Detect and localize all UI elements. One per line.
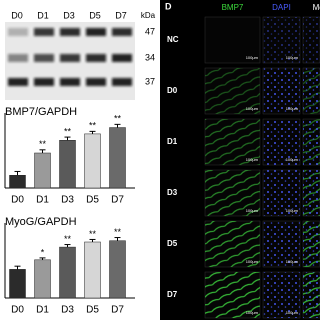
- scale-label: 100μm: [286, 157, 299, 162]
- chart-title: MyoG/GAPDH: [5, 216, 77, 228]
- blot-band: [60, 78, 80, 86]
- column-label: DAPI: [272, 3, 291, 12]
- column-label: Mer: [313, 3, 320, 12]
- band-size: 37: [145, 76, 155, 86]
- nuclei-signal: [263, 170, 300, 216]
- nuclei-signal: [303, 17, 320, 63]
- nuclei-signal: [303, 119, 320, 165]
- bar: [9, 269, 26, 299]
- nuclei-signal: [263, 221, 300, 267]
- lane-label: D7: [115, 10, 127, 20]
- fiber-signal: [205, 272, 260, 318]
- scale-label: 100μm: [246, 157, 259, 162]
- significance: **: [114, 227, 122, 237]
- x-tick-label: D3: [61, 195, 74, 206]
- x-tick-label: D0: [11, 195, 24, 206]
- bar: [84, 133, 101, 189]
- row-label: D0: [167, 86, 178, 95]
- bar: [9, 175, 26, 189]
- nuclei-signal: [303, 68, 320, 114]
- nuclei-signal: [303, 221, 320, 267]
- x-tick-label: D1: [36, 195, 49, 206]
- fiber-signal: [205, 221, 260, 267]
- scale-label: 100μm: [246, 259, 259, 264]
- nuclei-signal: [263, 119, 300, 165]
- fiber-signal: [205, 68, 260, 114]
- nuclei-signal: [263, 17, 300, 63]
- nuclei-signal: [263, 68, 300, 114]
- scale-label: 100μm: [246, 106, 259, 111]
- significance: **: [64, 234, 72, 244]
- blot-band: [112, 28, 132, 36]
- panel-label: D: [165, 1, 172, 11]
- x-tick-label: D5: [86, 195, 99, 206]
- significance: *: [41, 247, 45, 257]
- blot-band: [34, 54, 54, 62]
- scale-label: 100μm: [246, 55, 259, 60]
- bar: [59, 140, 76, 189]
- row-label: D1: [167, 137, 178, 146]
- fiber-signal: [205, 119, 260, 165]
- significance: **: [39, 139, 47, 149]
- blot-band: [60, 28, 80, 36]
- row-label: D3: [167, 188, 178, 197]
- band-size: 47: [145, 26, 155, 36]
- bar: [34, 259, 51, 299]
- nuclei-signal: [263, 272, 300, 318]
- blot-band: [112, 54, 132, 62]
- row-label: D7: [167, 290, 178, 299]
- scale-label: 100μm: [286, 310, 299, 315]
- significance: **: [114, 114, 122, 124]
- scale-label: 100μm: [246, 310, 259, 315]
- kda-label: kDa: [141, 11, 156, 20]
- image-tile: [204, 16, 261, 64]
- lane-label: D3: [63, 10, 75, 20]
- blot-band: [34, 78, 54, 86]
- scale-label: 100μm: [286, 55, 299, 60]
- blot-band: [8, 54, 28, 62]
- nuclei-signal: [303, 272, 320, 318]
- bar: [84, 241, 101, 299]
- bar: [34, 152, 51, 189]
- bar: [59, 246, 76, 299]
- bar: [109, 127, 126, 189]
- significance: **: [64, 126, 72, 136]
- fiber-signal: [205, 170, 260, 216]
- blot-band: [60, 54, 80, 62]
- lane-label: D1: [37, 10, 49, 20]
- column-label: BMP7: [222, 3, 244, 12]
- blot-band: [112, 78, 132, 86]
- band-size: 34: [145, 52, 155, 62]
- blot-band: [86, 54, 106, 62]
- x-tick-label: D7: [111, 305, 124, 316]
- row-label: NC: [167, 35, 179, 44]
- x-tick-label: D0: [11, 305, 24, 316]
- x-tick-label: D7: [111, 195, 124, 206]
- x-tick-label: D3: [61, 305, 74, 316]
- lane-label: D0: [11, 10, 23, 20]
- blot-band: [34, 28, 54, 36]
- nuclei-signal: [303, 170, 320, 216]
- blot-band: [86, 28, 106, 36]
- blot-band: [8, 28, 28, 36]
- chart-title: BMP7/GAPDH: [5, 106, 77, 118]
- significance: **: [89, 121, 97, 131]
- significance: **: [89, 229, 97, 239]
- scale-label: 100μm: [246, 208, 259, 213]
- lane-label: D5: [89, 10, 101, 20]
- scale-label: 100μm: [286, 106, 299, 111]
- scale-label: 100μm: [286, 259, 299, 264]
- bar: [109, 240, 126, 299]
- x-tick-label: D5: [86, 305, 99, 316]
- row-label: D5: [167, 239, 178, 248]
- blot-band: [86, 78, 106, 86]
- blot-band: [8, 78, 28, 86]
- scale-label: 100μm: [286, 208, 299, 213]
- x-tick-label: D1: [36, 305, 49, 316]
